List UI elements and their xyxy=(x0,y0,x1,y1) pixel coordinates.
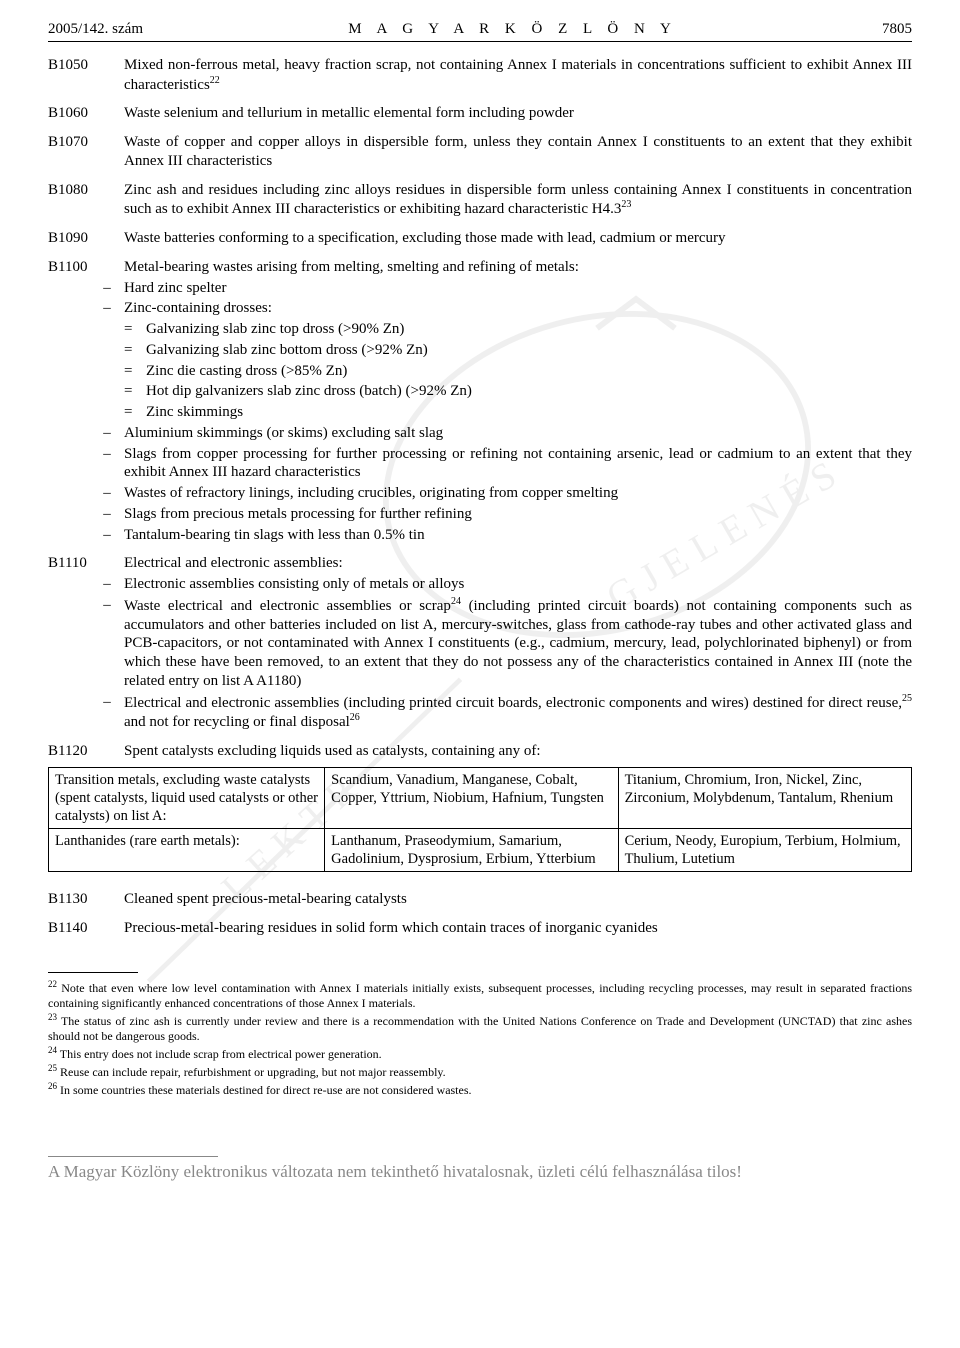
fnref-24: 24 xyxy=(451,596,461,607)
bottom-disclaimer: A Magyar Közlöny elektronikus változata … xyxy=(48,1161,912,1182)
footnote-26: 26 In some countries these materials des… xyxy=(48,1081,912,1098)
catalyst-table: Transition metals, excluding waste catal… xyxy=(48,767,912,873)
table-row: Lanthanides (rare earth metals): Lanthan… xyxy=(49,829,912,872)
cell-r1c3: Titanium, Chromium, Iron, Nickel, Zinc, … xyxy=(618,767,911,828)
b1100-eq1: =Galvanizing slab zinc top dross (>90% Z… xyxy=(90,320,912,339)
cell-r1c2: Scandium, Vanadium, Manganese, Cobalt, C… xyxy=(325,767,618,828)
header-title: M A G Y A R K Ö Z L Ö N Y xyxy=(143,20,882,39)
cell-r2c2: Lanthanum, Praseodymium, Samarium, Gadol… xyxy=(325,829,618,872)
entry-b1130: B1130 Cleaned spent precious-metal-beari… xyxy=(48,890,912,909)
entry-b1100: B1100 Metal-bearing wastes arising from … xyxy=(48,258,912,277)
entry-b1090: B1090 Waste batteries conforming to a sp… xyxy=(48,229,912,248)
footnote-25: 25 Reuse can include repair, refurbishme… xyxy=(48,1063,912,1080)
b1110-sub1: –Electronic assemblies consisting only o… xyxy=(90,575,912,594)
b1100-sub7: –Tantalum-bearing tin slags with less th… xyxy=(90,526,912,545)
b1100-eq2: =Galvanizing slab zinc bottom dross (>92… xyxy=(90,341,912,360)
b1100-eq3: =Zinc die casting dross (>85% Zn) xyxy=(90,362,912,381)
page-header: 2005/142. szám M A G Y A R K Ö Z L Ö N Y… xyxy=(48,20,912,42)
text-b1130: Cleaned spent precious-metal-bearing cat… xyxy=(124,890,912,909)
b1100-eq5: =Zinc skimmings xyxy=(90,403,912,422)
fnref-25: 25 xyxy=(902,693,912,704)
entry-b1110: B1110 Electrical and electronic assembli… xyxy=(48,554,912,573)
text-b1050: Mixed non-ferrous metal, heavy fraction … xyxy=(124,56,912,95)
b1100-sub6: –Slags from precious metals processing f… xyxy=(90,505,912,524)
fnref-26: 26 xyxy=(350,712,360,723)
entry-b1070: B1070 Waste of copper and copper alloys … xyxy=(48,133,912,171)
code-b1100: B1100 xyxy=(48,258,124,277)
code-b1080: B1080 xyxy=(48,181,124,220)
code-b1050: B1050 xyxy=(48,56,124,95)
entry-b1050: B1050 Mixed non-ferrous metal, heavy fra… xyxy=(48,56,912,95)
footnote-22: 22 Note that even where low level contam… xyxy=(48,979,912,1011)
b1100-sub5: –Wastes of refractory linings, including… xyxy=(90,484,912,503)
entry-b1080: B1080 Zinc ash and residues including zi… xyxy=(48,181,912,220)
entry-b1140: B1140 Precious-metal-bearing residues in… xyxy=(48,919,912,938)
fnref-22: 22 xyxy=(210,75,220,86)
entry-b1120: B1120 Spent catalysts excluding liquids … xyxy=(48,742,912,761)
code-b1090: B1090 xyxy=(48,229,124,248)
b1100-sub2: –Zinc-containing drosses: xyxy=(90,299,912,318)
b1100-sub3: –Aluminium skimmings (or skims) excludin… xyxy=(90,424,912,443)
fnref-23: 23 xyxy=(621,199,631,210)
cell-r2c3: Cerium, Neody, Europium, Terbium, Holmiu… xyxy=(618,829,911,872)
text-b1090: Waste batteries conforming to a specific… xyxy=(124,229,912,248)
footnote-24: 24 This entry does not include scrap fro… xyxy=(48,1045,912,1062)
text-b1110: Electrical and electronic assemblies: xyxy=(124,554,912,573)
bottom-separator xyxy=(48,1156,218,1157)
b1100-sub1: –Hard zinc spelter xyxy=(90,279,912,298)
text-b1140: Precious-metal-bearing residues in solid… xyxy=(124,919,912,938)
footnote-23: 23 The status of zinc ash is currently u… xyxy=(48,1012,912,1044)
header-issue: 2005/142. szám xyxy=(48,20,143,39)
table-row: Transition metals, excluding waste catal… xyxy=(49,767,912,828)
text-b1080: Zinc ash and residues including zinc all… xyxy=(124,181,912,220)
footnotes: 22 Note that even where low level contam… xyxy=(48,979,912,1098)
b1100-sub4: –Slags from copper processing for furthe… xyxy=(90,445,912,483)
text-b1060: Waste selenium and tellurium in metallic… xyxy=(124,104,912,123)
code-b1140: B1140 xyxy=(48,919,124,938)
entry-b1060: B1060 Waste selenium and tellurium in me… xyxy=(48,104,912,123)
b1100-eq4: =Hot dip galvanizers slab zinc dross (ba… xyxy=(90,382,912,401)
code-b1120: B1120 xyxy=(48,742,124,761)
cell-r1c1: Transition metals, excluding waste catal… xyxy=(49,767,325,828)
code-b1070: B1070 xyxy=(48,133,124,171)
b1110-sub3: – Electrical and electronic assemblies (… xyxy=(90,693,912,733)
text-b1070: Waste of copper and copper alloys in dis… xyxy=(124,133,912,171)
footnote-separator xyxy=(48,972,138,973)
b1110-sub2: – Waste electrical and electronic assemb… xyxy=(90,596,912,691)
code-b1110: B1110 xyxy=(48,554,124,573)
text-b1100: Metal-bearing wastes arising from meltin… xyxy=(124,258,912,277)
code-b1130: B1130 xyxy=(48,890,124,909)
code-b1060: B1060 xyxy=(48,104,124,123)
cell-r2c1: Lanthanides (rare earth metals): xyxy=(49,829,325,872)
text-b1120: Spent catalysts excluding liquids used a… xyxy=(124,742,912,761)
header-page-number: 7805 xyxy=(882,20,912,39)
